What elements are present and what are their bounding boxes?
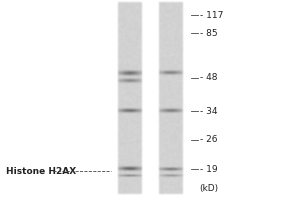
Text: - 85: - 85: [200, 28, 217, 38]
Text: - 117: - 117: [200, 10, 223, 20]
Text: (kD): (kD): [200, 184, 219, 194]
Text: - 19: - 19: [200, 164, 217, 173]
Text: Histone H2AX: Histone H2AX: [6, 166, 76, 176]
Text: - 26: - 26: [200, 136, 217, 144]
Text: - 48: - 48: [200, 73, 217, 82]
Text: - 34: - 34: [200, 107, 217, 116]
